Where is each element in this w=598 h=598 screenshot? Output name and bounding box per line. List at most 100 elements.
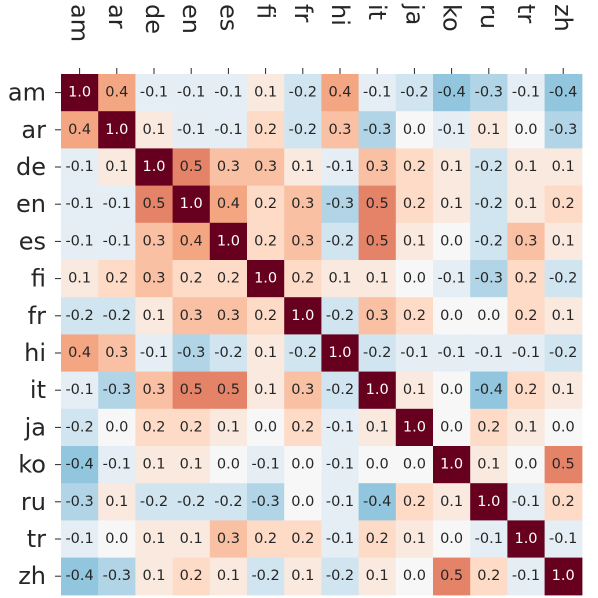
x-tick-label: ru: [475, 4, 503, 29]
cell-value-label: 0.1: [68, 271, 91, 287]
heatmap-cell: [172, 297, 211, 335]
cell-value-label: -0.2: [326, 308, 354, 324]
cell-value-label: 0.3: [291, 382, 314, 398]
heatmap-cell: [98, 334, 136, 373]
x-tick-label: ar: [103, 4, 131, 29]
cell-value-label: 1.0: [514, 531, 537, 547]
heatmap-cell: [544, 185, 583, 224]
heatmap-cell: [61, 446, 99, 484]
cell-value-label: 1.0: [477, 494, 500, 510]
cell-value-label: 0.0: [217, 457, 240, 473]
heatmap-cell: [135, 297, 174, 335]
cell-value-label: -0.3: [103, 568, 131, 584]
cell-value-label: 0.1: [217, 568, 240, 584]
y-tick-label: fi: [31, 265, 46, 293]
heatmap-cell: [358, 483, 397, 521]
cell-value-label: 1.0: [552, 568, 575, 584]
cell-value-label: 0.3: [514, 233, 537, 249]
y-axis-ticks: am ar de en es fi fr hi it ja ko ru tr zh: [8, 79, 61, 590]
heatmap-cell: [507, 185, 546, 224]
cell-value-label: 0.5: [180, 382, 203, 398]
heatmap-cell: [61, 185, 99, 224]
heatmap-cell: [61, 334, 99, 373]
heatmap-cell: [470, 520, 508, 559]
heatmap-cell: [433, 260, 471, 298]
heatmap-cell: [98, 111, 136, 149]
y-tick-label: zh: [18, 562, 46, 590]
heatmap-cell: [98, 148, 136, 187]
heatmap-cell: [321, 297, 360, 335]
cell-value-label: 0.0: [403, 457, 426, 473]
heatmap-cell: [98, 408, 136, 447]
cell-value-label: -0.1: [65, 531, 93, 547]
x-tick-label: it: [363, 4, 391, 20]
cell-value-label: -0.1: [65, 382, 93, 398]
cell-value-label: 0.2: [403, 308, 426, 324]
cell-value-label: 0.1: [440, 494, 463, 510]
cell-value-label: -0.1: [214, 122, 242, 138]
heatmap-cell: [507, 74, 546, 112]
cell-value-label: -0.3: [363, 122, 391, 138]
heatmap-cell: [433, 334, 471, 373]
heatmap-cell: [209, 74, 248, 112]
cell-value-label: 0.3: [217, 159, 240, 175]
cell-value-label: 0.0: [403, 271, 426, 287]
heatmap-cell: [284, 148, 322, 187]
heatmap-cell: [358, 148, 397, 187]
cell-value-label: -0.1: [177, 122, 205, 138]
heatmap-cell: [507, 408, 546, 447]
heatmap-cell: [470, 260, 508, 298]
cell-value-label: 0.0: [105, 531, 128, 547]
cell-value-label: 0.3: [291, 196, 314, 212]
cell-value-label: -0.1: [512, 345, 540, 361]
cell-value-label: -0.2: [65, 419, 93, 435]
heatmap-cell: [284, 408, 322, 447]
cell-value-label: -0.1: [65, 159, 93, 175]
cell-value-label: 0.1: [105, 494, 128, 510]
heatmap-cell: [284, 260, 322, 298]
heatmap-cell: [247, 483, 285, 521]
heatmap-cell: [470, 557, 508, 596]
cell-value-label: 0.5: [440, 568, 463, 584]
cell-value-label: -0.2: [475, 233, 503, 249]
cell-value-label: 0.1: [477, 122, 500, 138]
cell-value-label: 0.5: [366, 196, 389, 212]
cell-value-label: 1.0: [105, 122, 128, 138]
heatmap-cell: [470, 148, 508, 187]
cell-value-label: -0.4: [437, 85, 465, 101]
cell-value-label: -0.1: [65, 196, 93, 212]
y-tick-label: ar: [21, 116, 46, 144]
cell-value-label: 0.4: [68, 122, 91, 138]
cell-value-label: 0.0: [291, 457, 314, 473]
heatmap-cell: [395, 408, 434, 447]
cell-value-label: 0.1: [142, 457, 165, 473]
heatmap-cell: [433, 520, 471, 559]
heatmap-cell: [284, 74, 322, 112]
heatmap-cell: [61, 483, 99, 521]
cell-value-label: 0.3: [142, 233, 165, 249]
heatmap-cell: [544, 334, 583, 373]
heatmap-cell: [284, 557, 322, 596]
cell-value-label: 0.1: [328, 271, 351, 287]
heatmap-cell: [209, 557, 248, 596]
heatmap-cell: [395, 74, 434, 112]
heatmap-cell: [61, 371, 99, 410]
heatmap-cell: [470, 334, 508, 373]
heatmap-cell: [98, 483, 136, 521]
heatmap-cell: [284, 334, 322, 373]
cell-value-label: -0.1: [437, 271, 465, 287]
heatmap-cell: [209, 520, 248, 559]
heatmap-cell: [321, 222, 360, 261]
heatmap-cell: [209, 185, 248, 224]
cell-value-label: 0.0: [552, 419, 575, 435]
heatmap-cell: [209, 371, 248, 410]
heatmap-cell: [544, 260, 583, 298]
cell-value-label: -0.2: [363, 345, 391, 361]
cell-value-label: 0.1: [142, 568, 165, 584]
cell-value-label: 0.2: [180, 419, 203, 435]
heatmap-cell: [433, 297, 471, 335]
heatmap-cell: [544, 557, 583, 596]
x-tick-label: tr: [512, 4, 540, 23]
heatmap-cell: [395, 297, 434, 335]
cell-value-label: -0.3: [549, 122, 577, 138]
